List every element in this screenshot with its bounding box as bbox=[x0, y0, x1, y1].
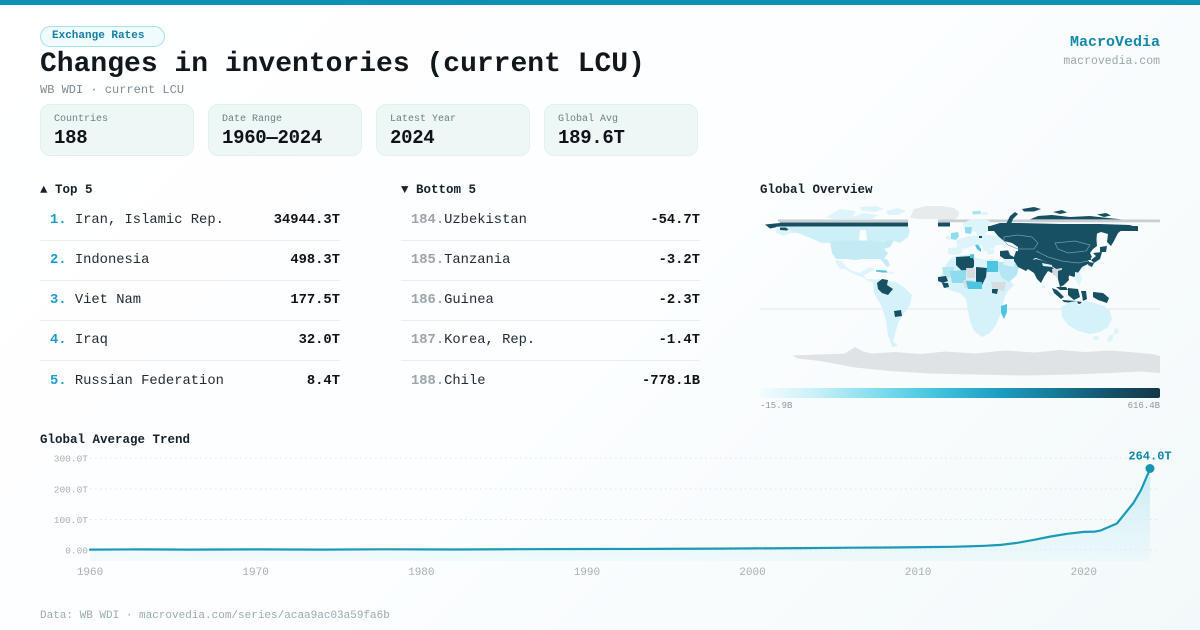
svg-text:1990: 1990 bbox=[574, 567, 600, 579]
svg-text:200.0T: 200.0T bbox=[54, 485, 89, 496]
svg-text:1960: 1960 bbox=[77, 567, 103, 579]
svg-text:100.0T: 100.0T bbox=[54, 515, 89, 526]
svg-text:2020: 2020 bbox=[1071, 567, 1097, 579]
svg-text:1970: 1970 bbox=[242, 567, 268, 579]
svg-text:1980: 1980 bbox=[408, 567, 434, 579]
svg-text:2000: 2000 bbox=[739, 567, 765, 579]
svg-text:0.00: 0.00 bbox=[65, 546, 88, 557]
svg-text:264.0T: 264.0T bbox=[1128, 450, 1171, 464]
svg-text:2010: 2010 bbox=[905, 567, 931, 579]
svg-text:300.0T: 300.0T bbox=[54, 454, 89, 465]
